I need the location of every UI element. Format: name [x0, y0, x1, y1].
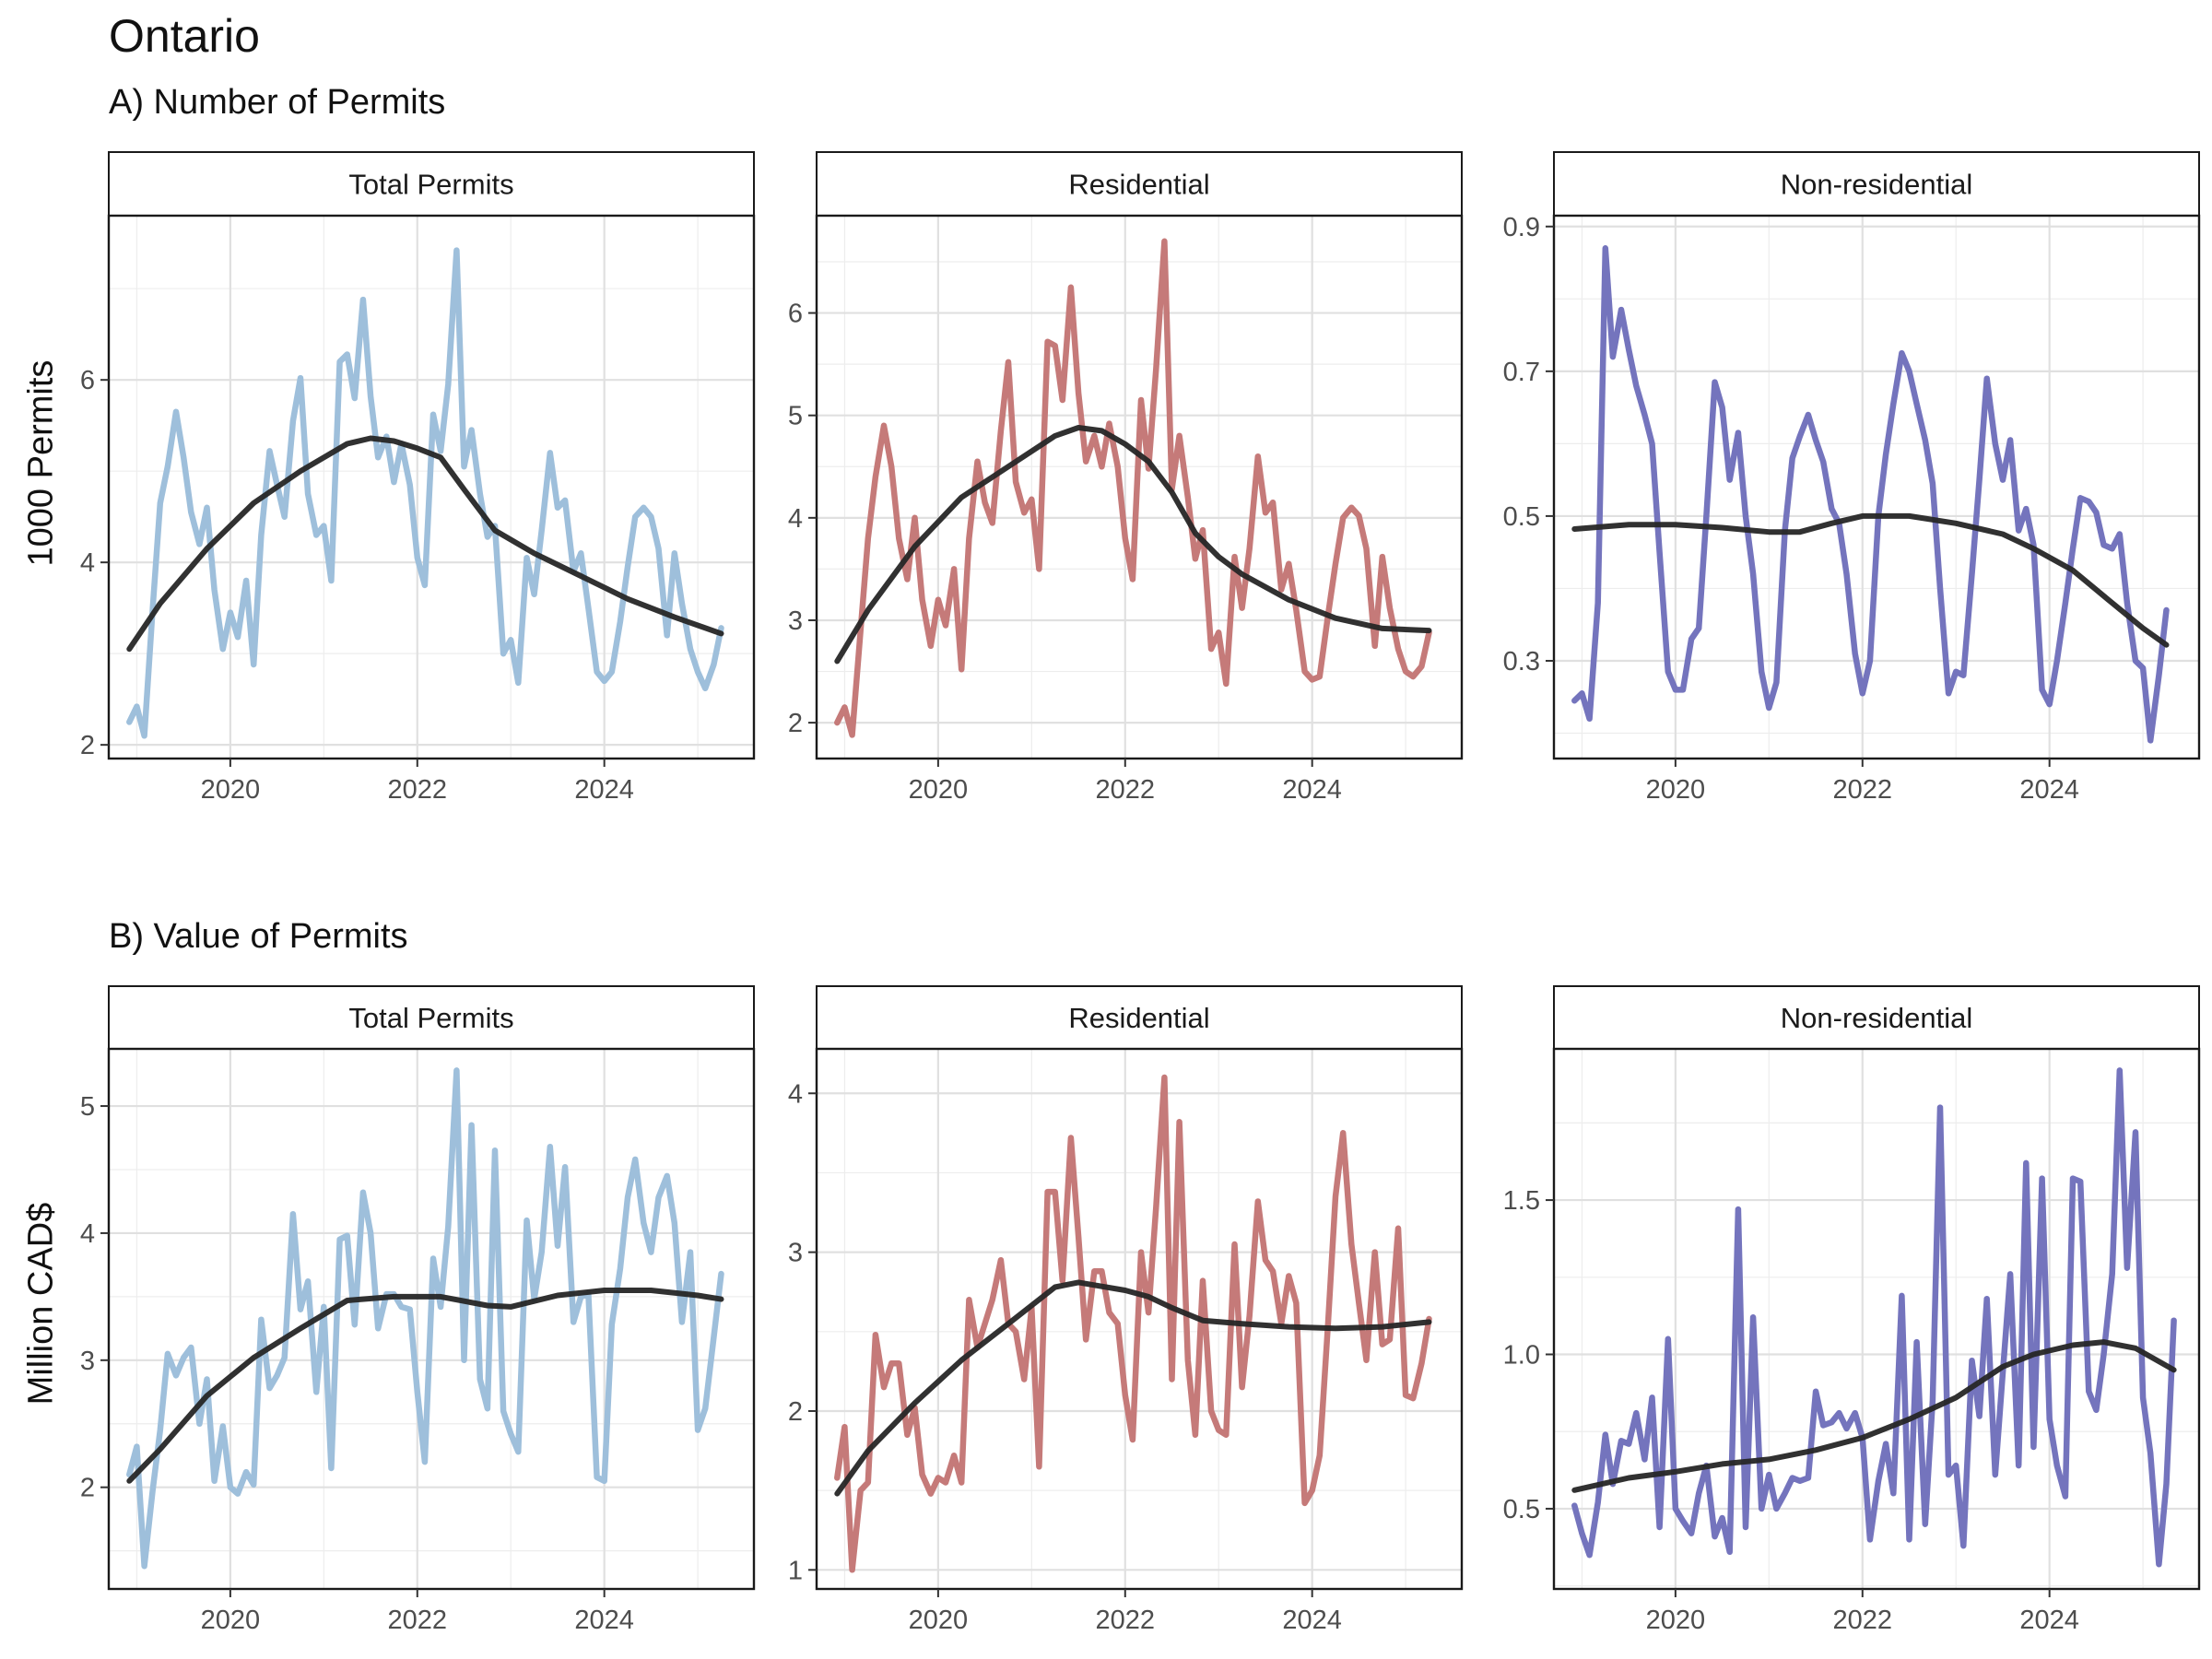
- series-line-a-non-residential: [1571, 245, 2170, 744]
- strip-label-a-non-residential: Non-residential: [1781, 169, 1973, 201]
- strip-a-residential: [816, 151, 1463, 217]
- y-tick-label: 2: [80, 1474, 95, 1503]
- x-tick-label: 2024: [574, 775, 634, 805]
- x-tick-label: 2022: [1096, 775, 1156, 805]
- panel-a-non-residential: Non-residential 2020 2022 2024 0.3 0.5 0.7 0.9: [1503, 151, 2201, 805]
- y-tick-label: 5: [788, 402, 803, 431]
- y-tick-label: 0.5: [1503, 502, 1540, 532]
- panel-border-b-total-permits: [107, 1047, 756, 1591]
- panel-b-total-permits: Total Permits 2020 2022 2024 2 3 4 5: [80, 985, 756, 1635]
- strip-label-b-non-residential: Non-residential: [1781, 1002, 1973, 1034]
- trend-line-a-residential: [834, 425, 1432, 665]
- x-tick-label: 2022: [1833, 775, 1893, 805]
- x-tick-label: 2022: [1833, 1606, 1893, 1635]
- x-tick-label: 2022: [1096, 1606, 1156, 1635]
- x-tick-label: 2024: [1282, 775, 1342, 805]
- y-tick-label: 5: [80, 1092, 95, 1122]
- y-tick-label: 6: [788, 300, 803, 329]
- strip-b-total-permits: [108, 985, 755, 1050]
- y-tick-label: 1: [788, 1556, 803, 1585]
- series-line-b-total-permits: [126, 1067, 724, 1570]
- y-tick-label: 4: [80, 548, 95, 578]
- y-tick-label: 0.5: [1503, 1495, 1540, 1524]
- x-tick-label: 2020: [201, 1606, 261, 1635]
- trend-line-b-total-permits: [126, 1288, 724, 1484]
- x-tick-label: 2024: [574, 1606, 634, 1635]
- strip-label-a-residential: Residential: [1068, 169, 1209, 201]
- section-b-title: B) Value of Permits: [109, 917, 408, 956]
- y-tick-label: 0.7: [1503, 358, 1540, 387]
- y-tick-label: 6: [80, 366, 95, 395]
- panel-border-a-non-residential: [1552, 214, 2201, 760]
- y-tick-label: 4: [80, 1219, 95, 1249]
- strip-label-a-total-permits: Total Permits: [348, 169, 513, 201]
- x-tick-label: 2024: [1282, 1606, 1342, 1635]
- x-tick-label: 2020: [201, 775, 261, 805]
- x-tick-label: 2020: [909, 775, 969, 805]
- trend-line-b-residential: [834, 1279, 1432, 1497]
- y-tick-label: 4: [788, 504, 803, 534]
- x-tick-label: 2020: [909, 1606, 969, 1635]
- y-tick-label: 3: [788, 1239, 803, 1268]
- strip-label-b-total-permits: Total Permits: [348, 1002, 513, 1034]
- y-tick-label: 2: [80, 731, 95, 760]
- panel-border-b-non-residential: [1552, 1047, 2201, 1591]
- x-tick-label: 2022: [388, 1606, 448, 1635]
- series-line-b-residential: [834, 1074, 1432, 1573]
- strip-label-b-residential: Residential: [1068, 1002, 1209, 1034]
- trend-line-a-total-permits: [126, 435, 724, 653]
- x-tick-label: 2022: [388, 775, 448, 805]
- panel-border-b-residential: [815, 1047, 1464, 1591]
- y-tick-label: 3: [788, 606, 803, 636]
- series-line-b-non-residential: [1571, 1067, 2177, 1568]
- x-tick-label: 2020: [1646, 775, 1706, 805]
- series-line-a-total-permits: [126, 247, 724, 739]
- y-tick-label: 0.9: [1503, 213, 1540, 242]
- trend-line-a-non-residential: [1571, 512, 2170, 648]
- panel-border-a-total-permits: [107, 214, 756, 760]
- plot-area-a-non-residential: [1554, 216, 2199, 759]
- panel-a-total-permits: Total Permits 2020 2022 2024 2 4 6: [80, 151, 756, 805]
- panel-b-residential: Residential 2020 2022 2024 1 2 3 4: [788, 985, 1464, 1635]
- panel-a-residential: Residential 2020 2022 2024 2 3 4 5 6: [788, 151, 1464, 805]
- strip-a-non-residential: [1553, 151, 2200, 217]
- section-a-title: A) Number of Permits: [109, 83, 446, 122]
- trend-line-b-non-residential: [1571, 1339, 2177, 1493]
- y-tick-label: 1.0: [1503, 1341, 1540, 1371]
- x-tick-label: 2024: [2019, 1606, 2079, 1635]
- y-tick-label: 0.3: [1503, 647, 1540, 677]
- x-tick-label: 2020: [1646, 1606, 1706, 1635]
- x-tick-label: 2024: [2019, 775, 2079, 805]
- y-tick-label: 3: [80, 1347, 95, 1376]
- y-tick-label: 4: [788, 1079, 803, 1109]
- strip-b-non-residential: [1553, 985, 2200, 1050]
- strip-a-total-permits: [108, 151, 755, 217]
- y-tick-label: 1.5: [1503, 1186, 1540, 1216]
- y-tick-label: 2: [788, 1397, 803, 1427]
- y-tick-label: 2: [788, 709, 803, 738]
- series-line-a-residential: [834, 238, 1432, 738]
- panel-border-a-residential: [815, 214, 1464, 760]
- chart-main-title: Ontario: [109, 10, 260, 62]
- panel-b-non-residential: Non-residential 2020 2022 2024 0.5 1.0 1.5: [1503, 985, 2201, 1635]
